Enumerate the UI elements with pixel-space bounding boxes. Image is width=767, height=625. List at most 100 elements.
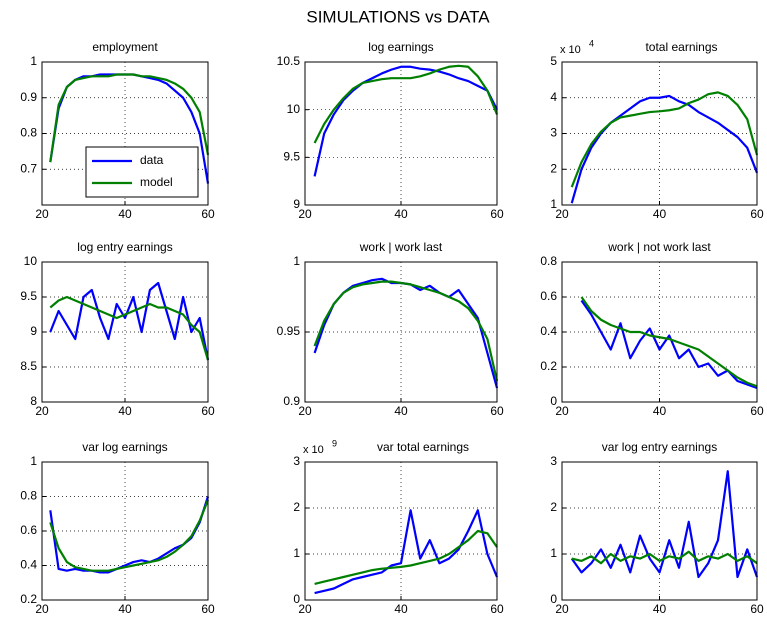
y-tick-label: 8.5 <box>20 359 37 373</box>
axes-frame <box>304 461 498 601</box>
subplot-title: employment <box>92 40 158 54</box>
axes-frame <box>304 61 498 206</box>
axes-frame <box>561 61 758 206</box>
y-tick-label: 10.5 <box>277 54 301 68</box>
scale-exponent: 4 <box>589 38 594 48</box>
series-line <box>49 499 210 572</box>
y-tick-label: 0.95 <box>277 324 301 338</box>
series-line <box>313 64 499 144</box>
subplot-title: var total earnings <box>377 440 469 454</box>
y-tick-label: 1 <box>30 454 37 468</box>
subplot: work | work last 20 40 60 0.9 0.95 1 <box>277 240 504 418</box>
scale-exponent: 9 <box>332 438 337 448</box>
y-tick-label: 1 <box>293 254 300 268</box>
subplot: var total earnings x 10 9 20 40 60 0 1 2 3 <box>293 438 504 616</box>
subplot: var log entry earnings 20 40 60 0 1 2 3 <box>550 440 764 616</box>
series-line <box>49 73 210 163</box>
x-tick-label: 20 <box>298 602 312 616</box>
y-tick-label: 1 <box>550 546 557 560</box>
axes-frame <box>561 261 758 403</box>
x-tick-label: 60 <box>750 207 764 221</box>
x-tick-label: 60 <box>490 207 504 221</box>
y-tick-label: 0.2 <box>20 592 37 606</box>
x-tick-label: 60 <box>490 602 504 616</box>
x-tick-label: 40 <box>118 602 132 616</box>
x-tick-label: 20 <box>35 207 49 221</box>
y-tick-label: 0.2 <box>540 359 557 373</box>
scale-label: x 10 <box>303 444 324 456</box>
y-tick-label: 2 <box>293 500 300 514</box>
y-tick-label: 0.8 <box>20 489 37 503</box>
legend-label: data <box>140 153 164 167</box>
series-line <box>571 550 758 565</box>
legend-box <box>85 146 199 198</box>
y-tick-label: 3 <box>550 454 557 468</box>
x-tick-label: 40 <box>394 404 408 418</box>
legend-label: model <box>140 175 173 189</box>
y-tick-label: 4 <box>550 90 557 104</box>
series-line <box>49 295 210 361</box>
series-line <box>570 91 759 188</box>
x-tick-label: 60 <box>490 404 504 418</box>
y-tick-label: 0.4 <box>540 324 557 338</box>
y-tick-label: 9.5 <box>283 150 300 164</box>
axes-background <box>305 62 497 205</box>
y-tick-label: 3 <box>293 454 300 468</box>
x-tick-label: 40 <box>653 602 667 616</box>
axes-frame <box>561 461 758 601</box>
series-line <box>49 281 210 361</box>
y-tick-label: 1 <box>550 197 557 211</box>
series-line <box>313 65 498 177</box>
y-tick-label: 5 <box>550 54 557 68</box>
subplot-title: log earnings <box>368 40 433 54</box>
subplot: employment 20 40 60 0.7 0.8 0.9 1 data model <box>20 40 215 221</box>
x-tick-label: 60 <box>750 602 764 616</box>
y-tick-label: 0.9 <box>283 394 300 408</box>
subplot-title: work | work last <box>359 240 443 254</box>
y-tick-label: 10 <box>287 102 301 116</box>
y-tick-label: 0.9 <box>20 90 37 104</box>
y-tick-label: 8 <box>30 394 37 408</box>
subplot-title: work | not work last <box>607 240 711 254</box>
axes-background <box>562 62 757 205</box>
subplot: log earnings 20 40 60 9 9.5 10 10.5 <box>277 40 504 221</box>
x-tick-label: 60 <box>201 602 215 616</box>
figure-title: SIMULATIONS vs DATA <box>306 7 490 26</box>
x-tick-label: 20 <box>298 207 312 221</box>
subplot: total earnings x 10 4 20 40 60 1 2 3 4 5 <box>550 38 764 221</box>
x-tick-label: 60 <box>201 207 215 221</box>
axes-frame <box>41 61 209 206</box>
subplot-title: log entry earnings <box>77 240 172 254</box>
series-line <box>314 529 498 585</box>
y-tick-label: 0.8 <box>20 126 37 140</box>
y-tick-label: 0 <box>550 394 557 408</box>
series-line <box>570 470 759 579</box>
scale-label: x 10 <box>560 44 581 56</box>
x-tick-label: 20 <box>555 207 569 221</box>
x-tick-label: 20 <box>35 404 49 418</box>
x-tick-label: 60 <box>750 404 764 418</box>
x-tick-label: 20 <box>555 404 569 418</box>
y-tick-label: 0.6 <box>540 289 557 303</box>
axes-frame <box>41 461 209 601</box>
y-tick-label: 0.4 <box>20 558 37 572</box>
x-tick-label: 20 <box>555 602 569 616</box>
series-line <box>580 296 758 388</box>
x-tick-label: 40 <box>118 404 132 418</box>
axes-frame <box>41 261 209 403</box>
y-tick-label: 3 <box>550 126 557 140</box>
subplot: var log earnings 20 40 60 0.2 0.4 0.6 0.8 1 <box>20 440 215 616</box>
x-tick-label: 40 <box>394 207 408 221</box>
x-tick-label: 40 <box>118 207 132 221</box>
subplot-title: total earnings <box>645 40 717 54</box>
y-tick-label: 1 <box>293 546 300 560</box>
y-tick-label: 2 <box>550 500 557 514</box>
series-line <box>313 280 499 382</box>
y-tick-label: 2 <box>550 161 557 175</box>
y-tick-label: 0.6 <box>20 523 37 537</box>
y-tick-label: 9 <box>293 197 300 211</box>
subplot-title: var log entry earnings <box>602 440 717 454</box>
x-tick-label: 40 <box>394 602 408 616</box>
x-tick-label: 20 <box>298 404 312 418</box>
